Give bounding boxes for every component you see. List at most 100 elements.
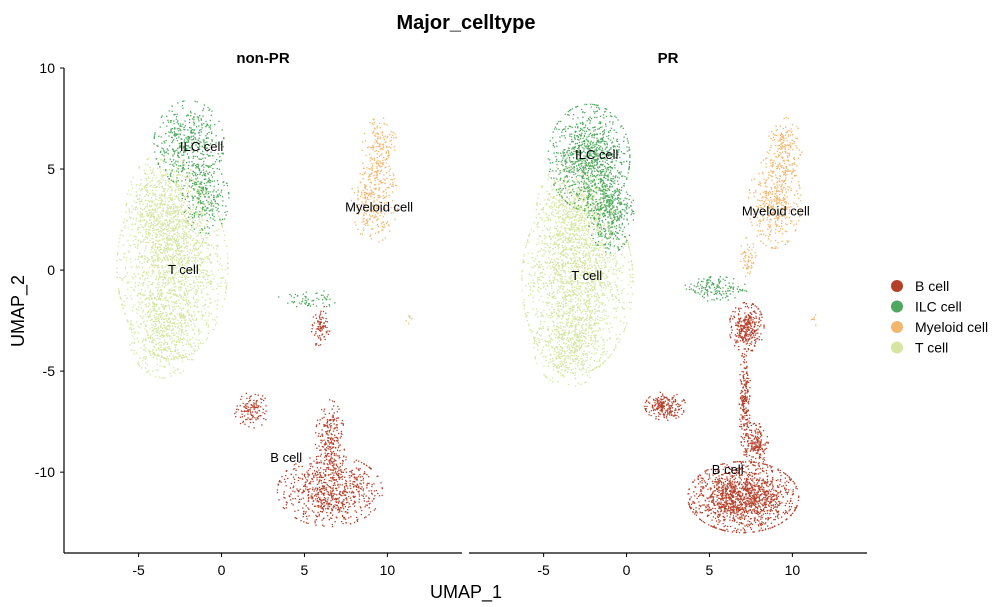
umap-point <box>330 469 332 471</box>
umap-point <box>202 157 204 159</box>
umap-point <box>318 480 320 482</box>
umap-point <box>178 147 180 149</box>
umap-point <box>311 503 314 505</box>
umap-point <box>324 456 326 458</box>
umap-point <box>379 165 381 167</box>
umap-point <box>153 137 155 139</box>
umap-point <box>364 471 366 473</box>
umap-point <box>189 237 191 239</box>
umap-point <box>161 266 163 268</box>
umap-point <box>317 335 319 337</box>
umap-point <box>163 157 166 159</box>
umap-point <box>252 414 254 417</box>
umap-point <box>285 501 287 503</box>
umap-point <box>180 331 183 334</box>
umap-point <box>336 517 338 519</box>
umap-point <box>207 256 209 258</box>
umap-point <box>207 332 209 334</box>
umap-point <box>180 250 182 252</box>
umap-point <box>161 265 163 267</box>
umap-point <box>199 115 201 117</box>
umap-point <box>159 126 161 128</box>
umap-point <box>194 325 196 327</box>
umap-point <box>335 453 337 455</box>
umap-point <box>160 323 162 325</box>
umap-point <box>331 416 334 418</box>
umap-point <box>209 282 211 284</box>
umap-point <box>197 118 199 120</box>
umap-point <box>168 265 170 267</box>
umap-point <box>195 212 197 215</box>
umap-point <box>147 191 149 193</box>
umap-point <box>246 410 249 412</box>
umap-point <box>146 260 148 262</box>
umap-point <box>171 170 173 173</box>
umap-point <box>221 129 223 131</box>
umap-point <box>325 448 327 450</box>
umap-point <box>190 252 193 254</box>
umap-point <box>328 305 331 307</box>
umap-point <box>158 284 160 286</box>
umap-point <box>235 416 237 418</box>
umap-point <box>172 179 174 182</box>
umap-point <box>155 189 157 192</box>
umap-point <box>137 245 139 248</box>
umap-point <box>173 252 175 254</box>
umap-point <box>205 188 207 190</box>
umap-point <box>147 214 150 216</box>
umap-point <box>350 470 352 472</box>
umap-point <box>208 258 210 260</box>
umap-point <box>315 344 317 346</box>
umap-point <box>323 499 325 501</box>
umap-point <box>185 270 187 273</box>
umap-point <box>394 149 396 151</box>
umap-point <box>201 251 203 253</box>
umap-point <box>205 164 207 167</box>
umap-point <box>178 258 180 260</box>
umap-point <box>183 239 185 241</box>
umap-point <box>147 183 149 185</box>
umap-point <box>161 175 163 177</box>
umap-point <box>328 462 331 464</box>
umap-point <box>184 120 186 122</box>
umap-point <box>167 221 169 224</box>
umap-point <box>318 469 320 471</box>
umap-point <box>176 295 179 297</box>
umap-point <box>371 132 374 134</box>
umap-point <box>152 282 154 284</box>
umap-point <box>340 469 342 471</box>
umap-point <box>166 257 168 259</box>
umap-point <box>311 324 313 326</box>
umap-point <box>149 166 151 169</box>
umap-point <box>369 467 371 469</box>
umap-point <box>336 498 338 500</box>
umap-point <box>343 487 346 489</box>
umap-point <box>216 283 219 285</box>
umap-point <box>258 410 260 412</box>
umap-point <box>382 209 385 211</box>
umap-point <box>213 171 215 173</box>
umap-point <box>391 134 394 136</box>
umap-point <box>185 238 187 240</box>
umap-point <box>220 285 222 287</box>
umap-point <box>408 322 410 325</box>
umap-point <box>175 134 178 136</box>
umap-point <box>125 257 127 259</box>
umap-point <box>164 233 166 235</box>
umap-point <box>348 491 351 493</box>
umap-point <box>161 230 163 232</box>
umap-point <box>353 496 356 498</box>
umap-point <box>177 120 179 122</box>
umap-point <box>363 463 365 465</box>
umap-point <box>179 316 181 318</box>
umap-point <box>201 213 203 215</box>
umap-point <box>172 283 174 285</box>
umap-point <box>160 294 163 296</box>
umap-point <box>146 312 149 314</box>
umap-point <box>168 131 170 133</box>
umap-point <box>363 223 365 225</box>
umap-point <box>388 165 390 167</box>
umap-point <box>179 146 181 148</box>
umap-point <box>154 252 156 255</box>
umap-point <box>389 174 391 177</box>
